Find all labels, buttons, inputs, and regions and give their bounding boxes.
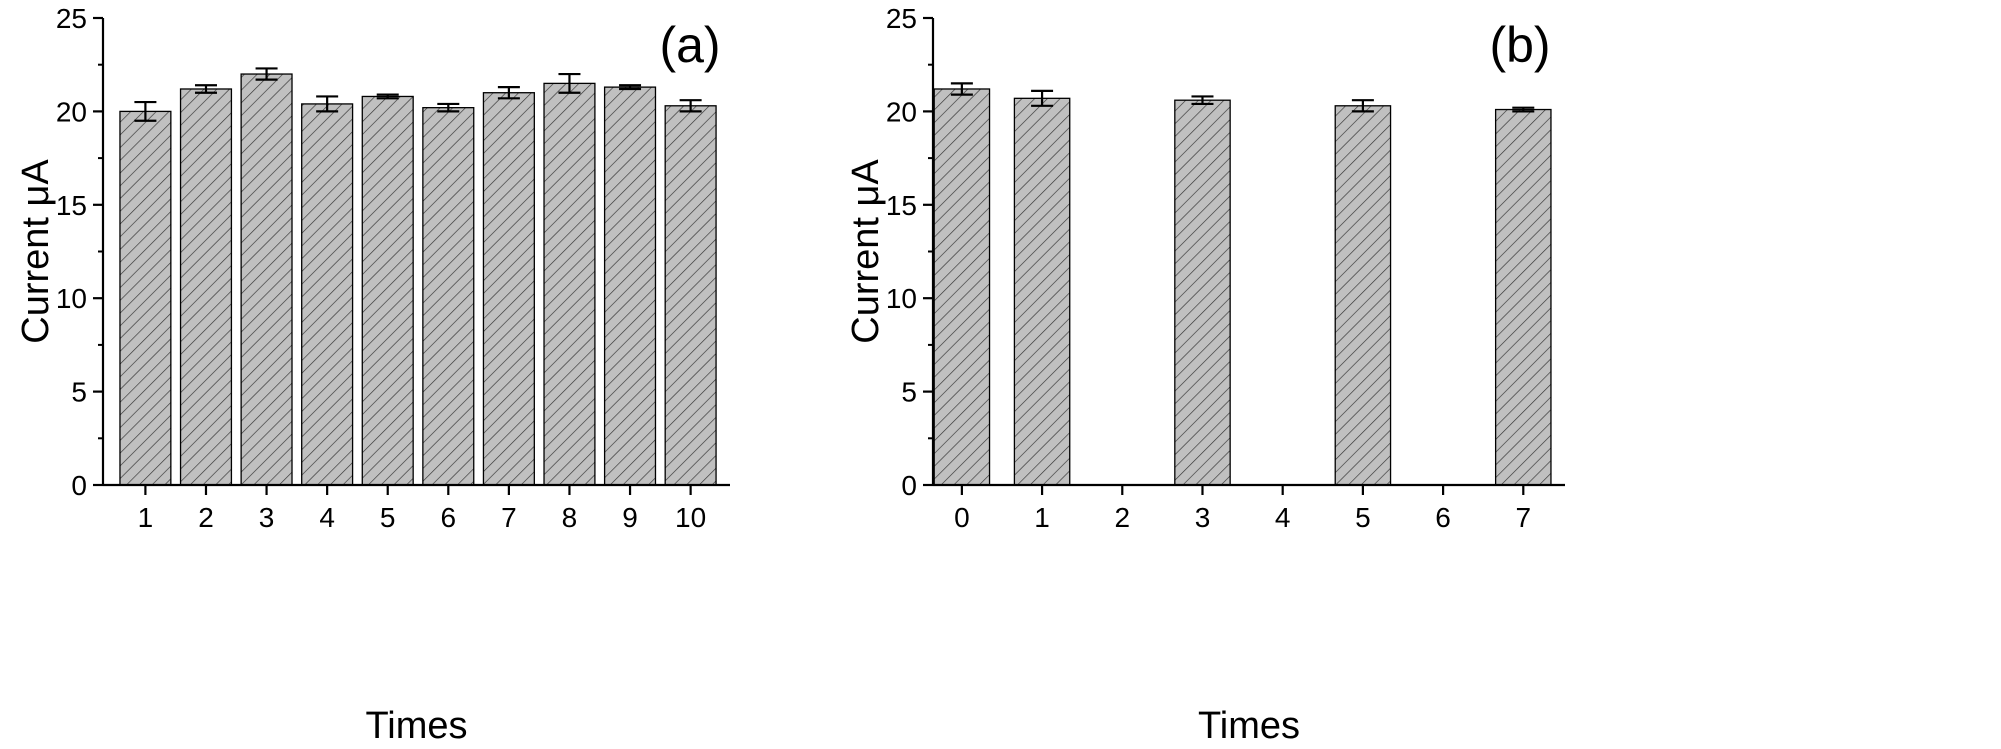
- bar: [1334, 105, 1392, 486]
- y-tick-label: 15: [886, 190, 917, 221]
- y-tick-label: 20: [56, 96, 87, 127]
- error-bar: [255, 67, 278, 81]
- bar: [179, 88, 233, 486]
- y-tick-label: 25: [886, 3, 917, 34]
- error-bar: [1191, 95, 1214, 106]
- bar: [1174, 99, 1231, 486]
- y-tick-label: 20: [886, 96, 917, 127]
- x-tick-label: 7: [1516, 502, 1532, 533]
- error-bar: [437, 102, 460, 113]
- x-tick-label: 3: [259, 502, 275, 533]
- x-axis-title: Times: [1198, 705, 1300, 747]
- x-tick-label: 5: [1355, 502, 1371, 533]
- x-tick-label: 5: [380, 502, 396, 533]
- x-tick-label: 4: [1275, 502, 1291, 533]
- error-bar: [558, 72, 581, 94]
- chart-panel-a: 0 5 10 15 20 25 1 2 3 4 5 6 7 8 9 10 Times Current μA (a): [15, 3, 730, 747]
- error-bar: [134, 100, 157, 122]
- y-tick-label: 10: [56, 283, 87, 314]
- y-tick-label: 5: [71, 377, 87, 408]
- error-bar: [1512, 106, 1535, 113]
- x-tick-label: 4: [319, 502, 335, 533]
- y-axis-title: Current μA: [845, 159, 887, 344]
- y-tick-label: 15: [56, 190, 87, 221]
- y-axis-title: Current μA: [15, 159, 57, 344]
- bar: [361, 95, 414, 486]
- bar: [482, 92, 535, 486]
- x-tick-label: 0: [954, 502, 970, 533]
- chart-panel-b: 0 5 10 15 20 25 0 1 2 3 4 5 6 7 Times Current μA (b): [845, 3, 1565, 747]
- error-bar: [619, 84, 642, 91]
- bar: [422, 107, 475, 486]
- error-bar: [1351, 99, 1374, 113]
- bar: [1013, 97, 1071, 486]
- x-axis-title: Times: [365, 705, 467, 747]
- error-bar: [950, 82, 973, 96]
- panel-label: (a): [659, 17, 720, 73]
- y-tick-label: 25: [56, 3, 87, 34]
- bar: [933, 88, 991, 486]
- bar: [240, 73, 293, 486]
- x-tick-label: 3: [1195, 502, 1211, 533]
- error-bar: [376, 93, 399, 100]
- x-tick-label: 8: [562, 502, 578, 533]
- y-tick-label: 0: [901, 470, 917, 501]
- x-tick-label: 6: [441, 502, 457, 533]
- x-tick-label: 1: [138, 502, 154, 533]
- error-bar: [679, 99, 702, 113]
- error-bar: [1031, 89, 1054, 107]
- x-tick-label: 2: [198, 502, 214, 533]
- bar: [603, 86, 657, 486]
- panel-label: (b): [1489, 17, 1550, 73]
- bar: [1494, 108, 1552, 486]
- x-tick-label: 10: [675, 502, 706, 533]
- bar: [119, 110, 172, 486]
- error-bar: [316, 95, 339, 113]
- bar: [543, 82, 596, 486]
- error-bar: [497, 86, 520, 100]
- bar: [301, 103, 354, 486]
- x-tick-label: 1: [1034, 502, 1050, 533]
- y-tick-label: 0: [71, 470, 87, 501]
- y-tick-label: 5: [901, 377, 917, 408]
- x-tick-label: 7: [501, 502, 517, 533]
- x-tick-label: 9: [622, 502, 638, 533]
- x-tick-label: 2: [1114, 502, 1130, 533]
- y-tick-label: 10: [886, 283, 917, 314]
- x-tick-label: 6: [1435, 502, 1451, 533]
- bar: [664, 105, 717, 486]
- error-bar: [194, 84, 217, 94]
